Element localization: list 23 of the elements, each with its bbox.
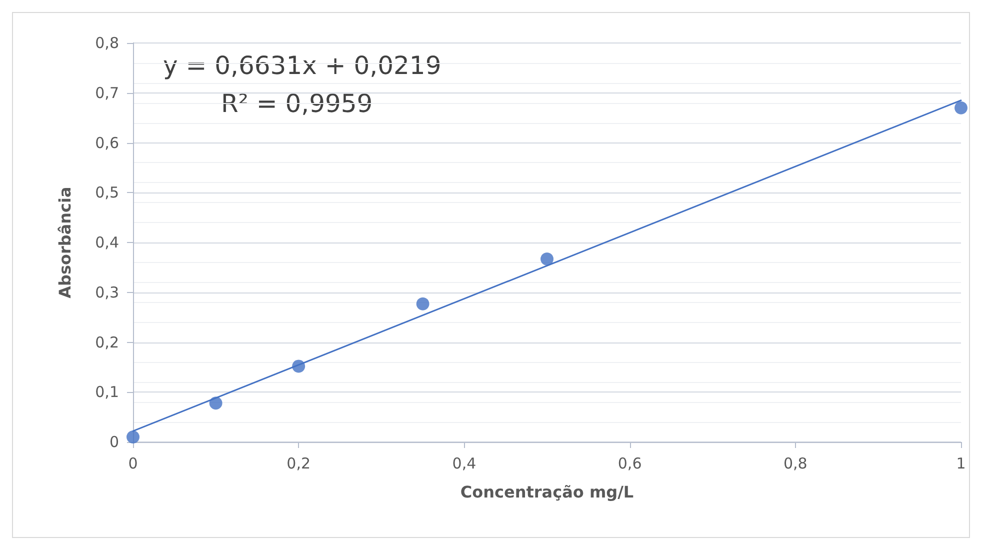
y-tick-label: 0,1 bbox=[95, 383, 119, 402]
y-axis-title: Absorbância bbox=[56, 186, 74, 298]
x-tick-label: 0,2 bbox=[286, 454, 311, 472]
y-tick-label: 0,2 bbox=[95, 333, 119, 352]
y-tick-label: 0,4 bbox=[95, 234, 119, 252]
y-tick-label: 0,8 bbox=[95, 34, 119, 52]
y-tick-label: 0,3 bbox=[95, 283, 119, 302]
x-tick-label: 0,4 bbox=[452, 454, 476, 472]
y-tick-label: 0,6 bbox=[95, 134, 119, 152]
y-tick-label: 0,5 bbox=[95, 184, 119, 202]
point bbox=[954, 101, 968, 114]
x-axis-title: Concentração mg/L bbox=[460, 482, 634, 502]
x-tick-label: 0,6 bbox=[618, 454, 642, 472]
point bbox=[292, 360, 306, 373]
point bbox=[209, 396, 222, 410]
y-tick-label: 0,7 bbox=[95, 84, 119, 102]
point bbox=[540, 252, 554, 266]
point bbox=[416, 297, 430, 310]
point bbox=[126, 430, 140, 444]
x-tick-label: 0,8 bbox=[783, 454, 808, 472]
x-tick-label: 1 bbox=[956, 454, 966, 472]
x-tick-label: 0 bbox=[128, 454, 138, 472]
y-tick-label: 0 bbox=[109, 433, 119, 451]
